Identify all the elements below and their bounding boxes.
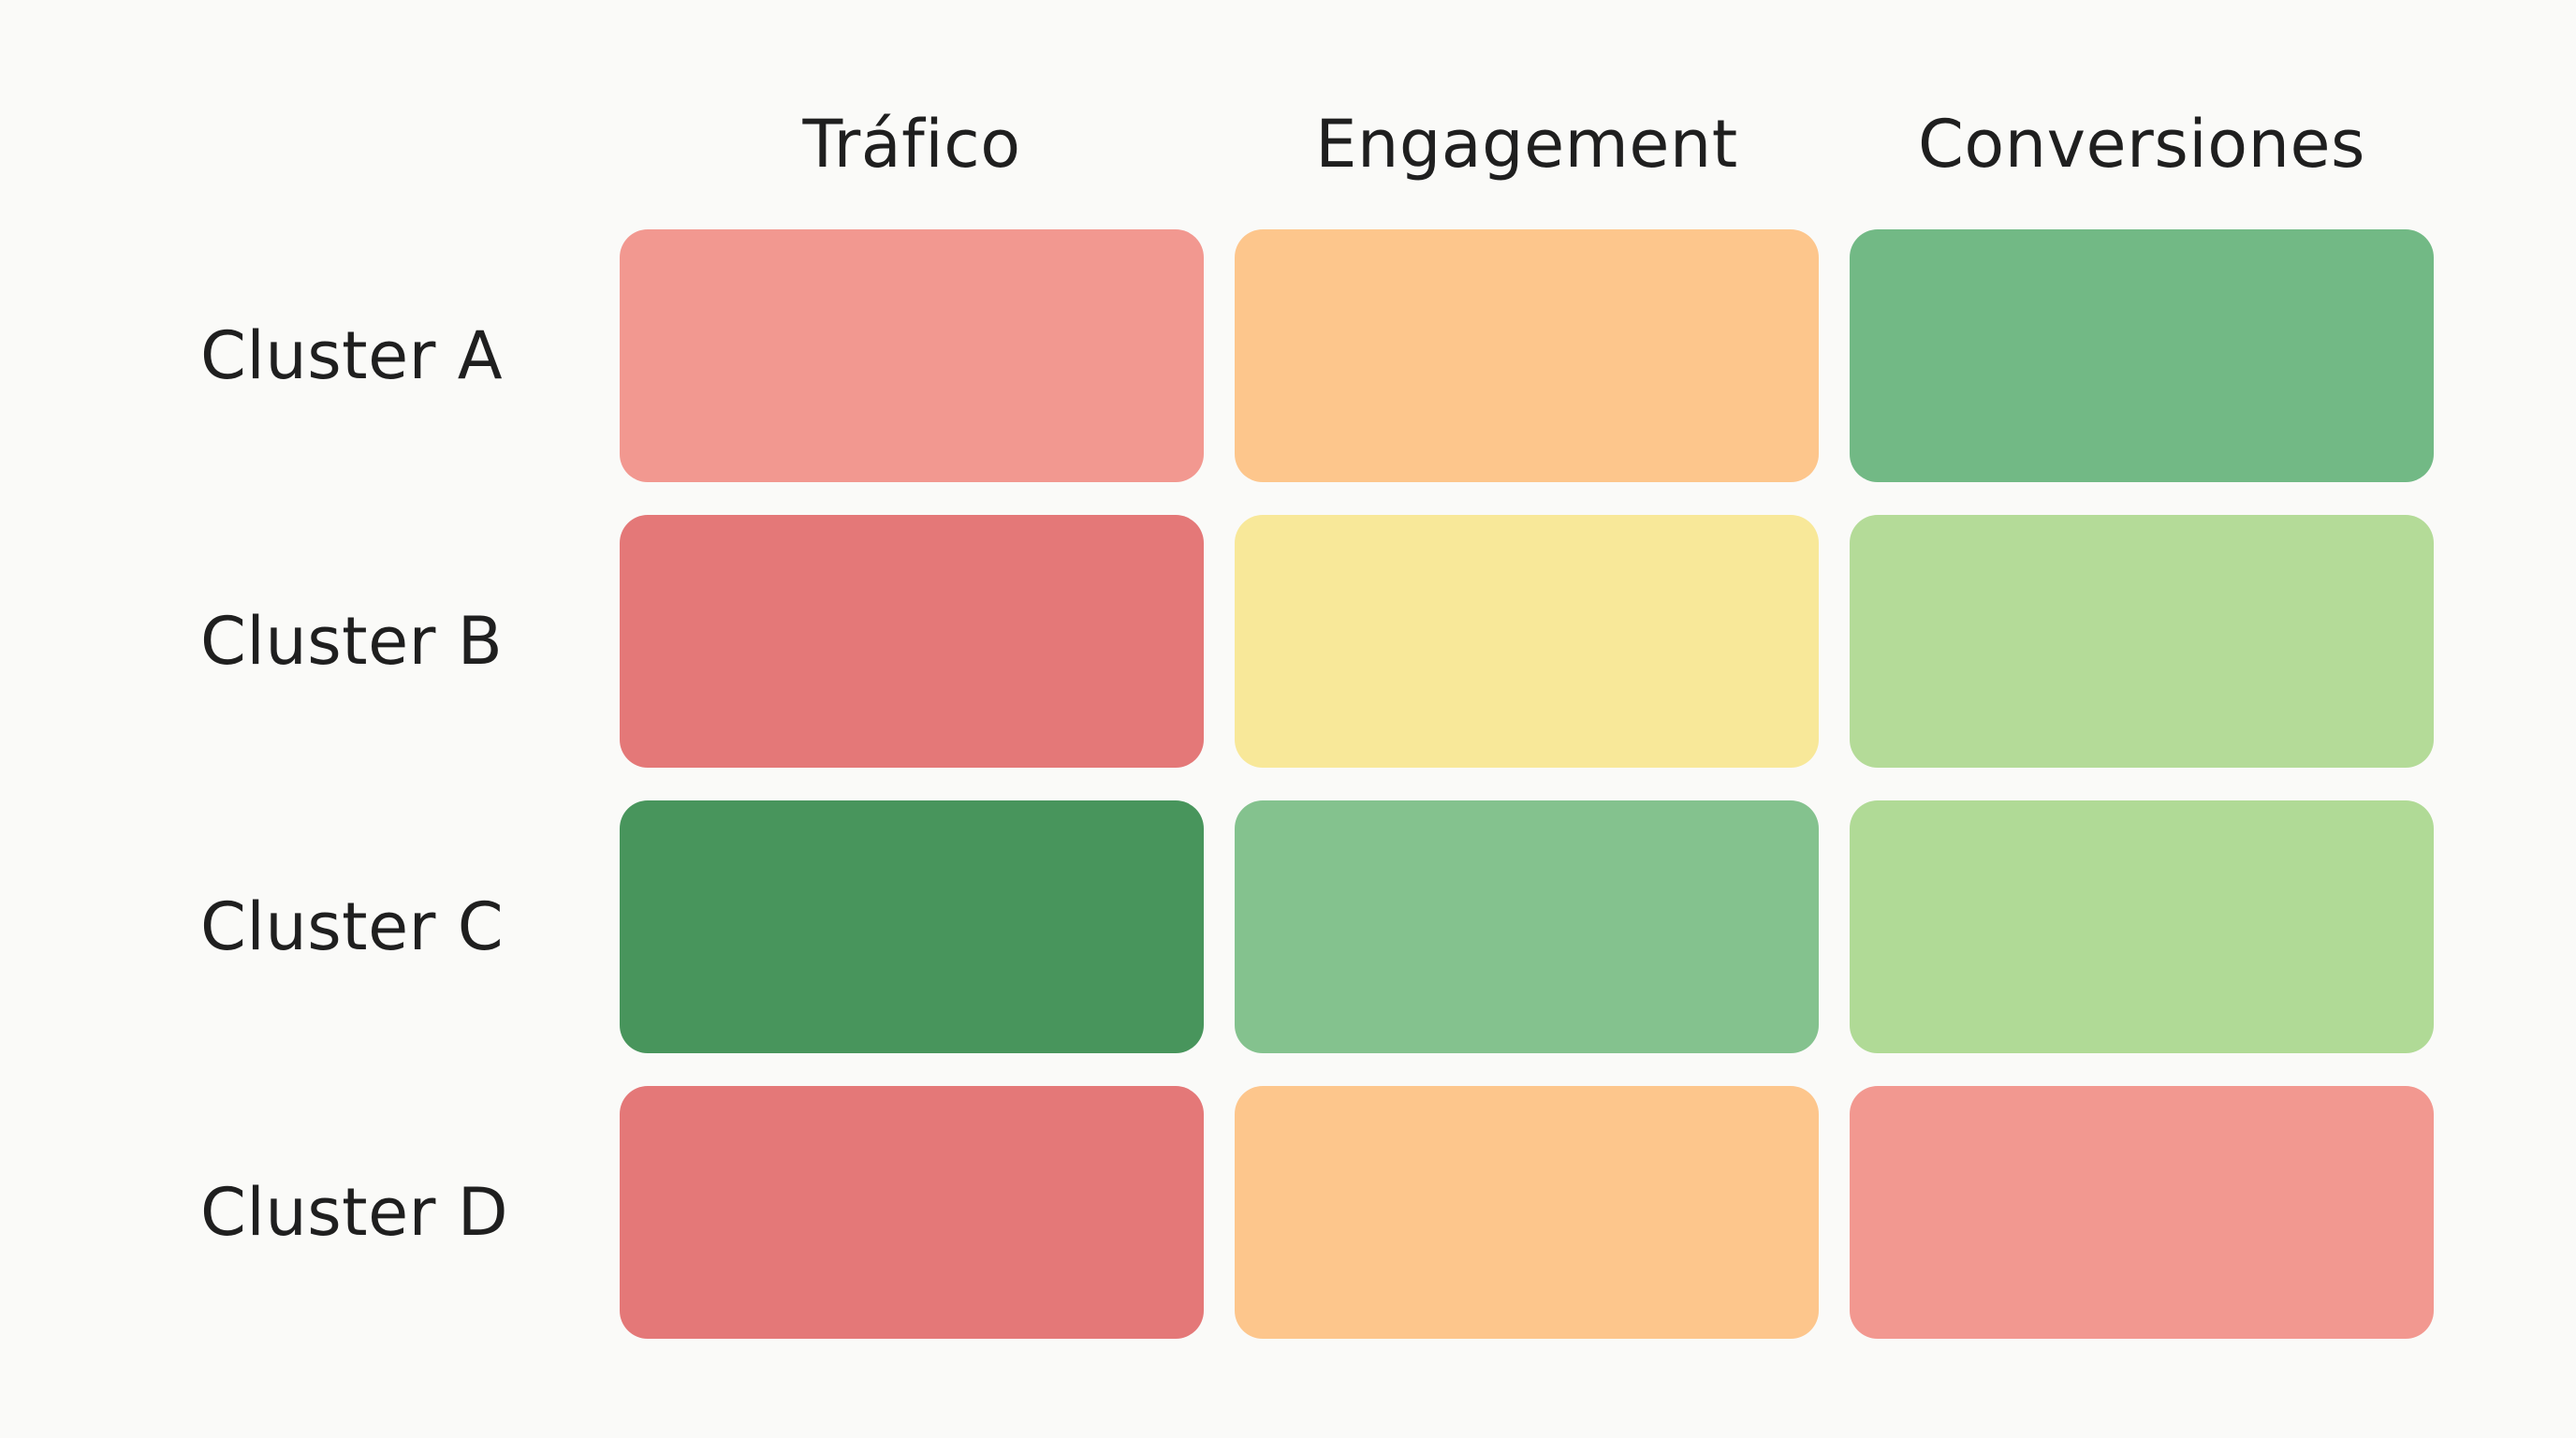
heatmap-cell bbox=[1235, 229, 1819, 482]
heatmap-cell bbox=[1850, 229, 2434, 482]
heatmap-cell bbox=[1235, 800, 1819, 1053]
row-label: Cluster A bbox=[200, 317, 504, 394]
heatmap-cell bbox=[620, 229, 1204, 482]
heatmap-cell bbox=[1850, 800, 2434, 1053]
heatmap-cell bbox=[1235, 515, 1819, 768]
heatmap-cell bbox=[620, 1086, 1204, 1339]
heatmap-cell bbox=[620, 800, 1204, 1053]
column-label: Conversiones bbox=[1918, 106, 2365, 183]
row-label: Cluster B bbox=[200, 603, 504, 680]
heatmap-cell bbox=[1850, 1086, 2434, 1339]
heatmap-cell bbox=[1235, 1086, 1819, 1339]
heatmap-cell bbox=[620, 515, 1204, 768]
column-label: Tráfico bbox=[802, 106, 1021, 183]
column-label: Engagement bbox=[1315, 106, 1738, 183]
heatmap-cell bbox=[1850, 515, 2434, 768]
row-label: Cluster C bbox=[200, 888, 505, 965]
row-label: Cluster D bbox=[200, 1174, 509, 1251]
